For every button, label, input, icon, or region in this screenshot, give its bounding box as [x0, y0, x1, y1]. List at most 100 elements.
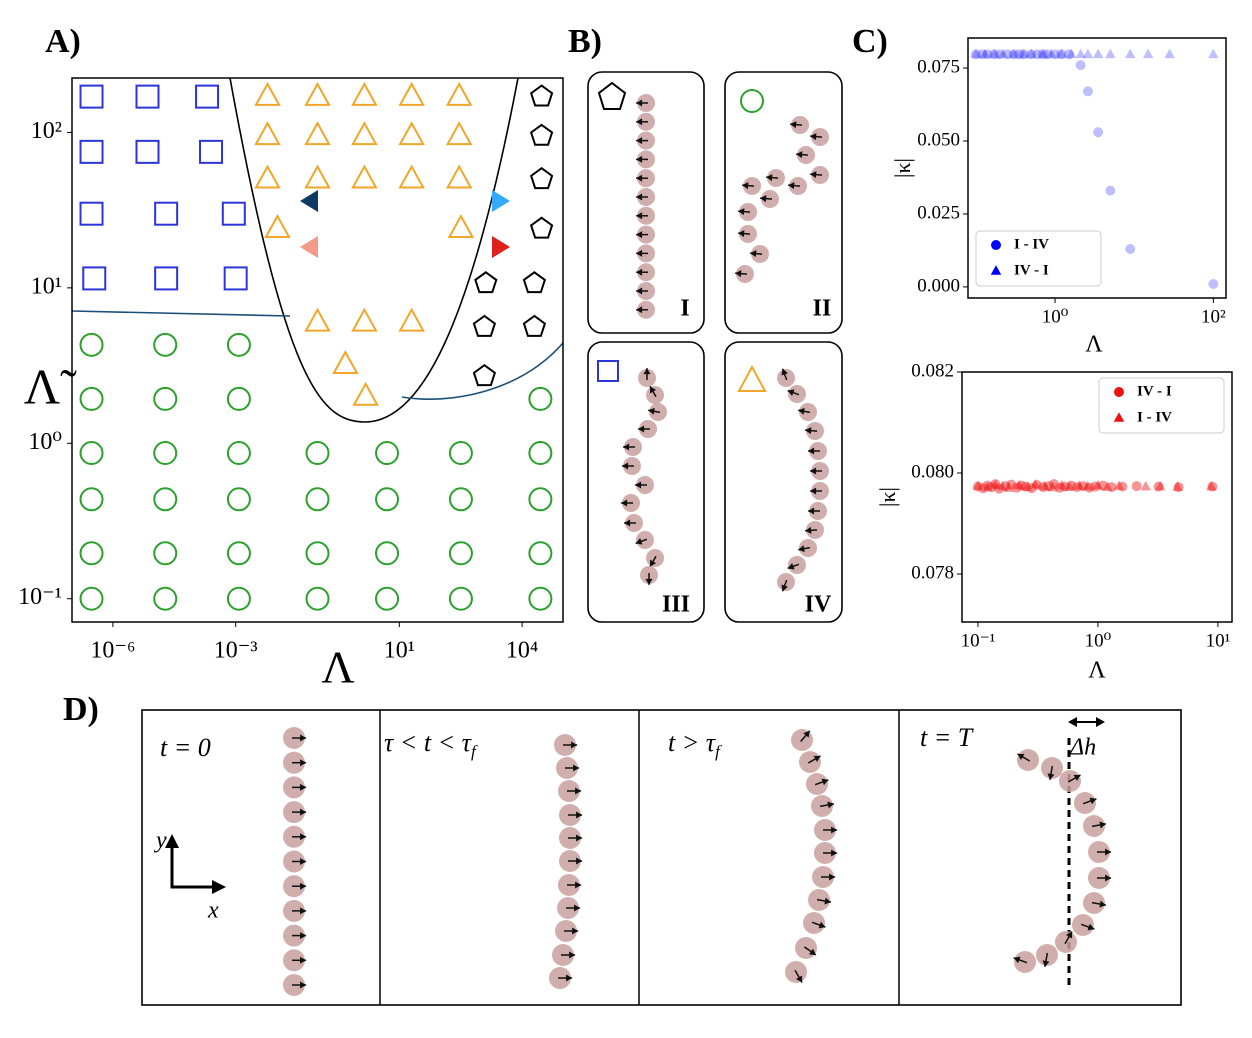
director-head	[623, 443, 630, 451]
point	[1018, 48, 1029, 59]
point	[1039, 480, 1050, 491]
point	[474, 271, 498, 294]
director-head	[808, 948, 816, 955]
panel-label: A)	[45, 23, 81, 60]
point	[1025, 48, 1037, 59]
point	[254, 81, 281, 106]
point	[448, 441, 473, 466]
director-head	[1105, 848, 1112, 856]
point	[153, 332, 178, 357]
point	[447, 214, 475, 239]
legend-box	[975, 230, 1102, 287]
point	[1154, 480, 1166, 491]
point	[1020, 481, 1031, 492]
point	[1075, 48, 1086, 59]
point	[1208, 278, 1219, 289]
director-head	[635, 538, 643, 545]
director-head	[781, 584, 788, 592]
x-tick-label: 10¹	[1206, 630, 1231, 651]
point	[1092, 48, 1104, 59]
y-tick-label: 10⁰	[28, 429, 62, 455]
point	[304, 81, 331, 106]
point	[1072, 482, 1083, 493]
director-head	[766, 174, 773, 182]
director-head	[810, 133, 817, 141]
director-head	[821, 778, 829, 786]
point	[445, 121, 473, 146]
point	[1142, 48, 1154, 59]
point	[1037, 49, 1048, 60]
point	[375, 541, 400, 566]
point	[1082, 48, 1094, 59]
point	[1106, 482, 1117, 493]
y-tick-label: 0.082	[911, 360, 954, 381]
director-head	[576, 811, 583, 819]
point	[1075, 60, 1086, 71]
point	[82, 266, 107, 291]
director-head	[566, 974, 573, 982]
point	[1207, 481, 1218, 492]
frame-text: t > τ	[668, 728, 717, 757]
plot-frame	[967, 37, 1227, 299]
director-head	[810, 467, 817, 475]
point	[332, 350, 359, 375]
x-tick-label: 10²	[1201, 306, 1226, 327]
point	[375, 441, 400, 466]
director-head	[574, 904, 581, 912]
x-axis-label: Λ	[1085, 332, 1103, 358]
point	[398, 81, 425, 106]
point	[304, 307, 331, 332]
director-head	[788, 182, 795, 190]
frame-label: t > τf	[668, 728, 722, 761]
point	[1038, 482, 1049, 493]
point	[1084, 482, 1095, 493]
frame-label: τ < t < τf	[384, 728, 478, 761]
point	[1124, 48, 1136, 59]
phase-boundary	[71, 310, 291, 317]
point	[154, 266, 179, 291]
point	[1097, 480, 1108, 491]
axes-indicator	[165, 834, 226, 894]
point	[1032, 49, 1043, 60]
point	[989, 49, 1000, 60]
director-head	[636, 99, 643, 107]
delta-label: Δh	[1069, 735, 1096, 761]
point	[1066, 480, 1077, 491]
director-head	[300, 932, 307, 940]
delta-arrow	[1068, 717, 1105, 727]
point	[1064, 49, 1075, 60]
director-head	[645, 578, 653, 585]
director-head	[622, 462, 629, 470]
x-tick-label: 10⁻⁶	[90, 638, 135, 664]
point	[472, 363, 497, 387]
point	[1002, 49, 1013, 60]
point	[448, 487, 473, 512]
point	[153, 541, 178, 566]
point	[1043, 481, 1054, 492]
point	[1131, 481, 1142, 492]
panel-label: C)	[852, 23, 888, 60]
point	[970, 48, 982, 59]
director-head	[638, 425, 645, 433]
box-label: II	[813, 296, 832, 322]
box-label: IV	[805, 592, 832, 618]
point	[970, 49, 981, 60]
point	[398, 164, 425, 189]
director-head	[803, 730, 810, 738]
point	[1208, 48, 1219, 59]
frame-text: τ < t < τ	[384, 728, 473, 757]
director-head	[781, 368, 788, 376]
point	[226, 386, 251, 411]
point	[304, 121, 331, 146]
point	[79, 139, 104, 164]
director-head	[636, 249, 643, 257]
x-tick-label: 10⁴	[506, 638, 538, 664]
legend-box	[1098, 377, 1225, 434]
point	[1026, 483, 1037, 494]
point	[1022, 481, 1034, 491]
point	[522, 271, 547, 294]
point	[1105, 48, 1116, 59]
frame-label: t = 0	[160, 733, 211, 762]
director-head	[636, 193, 643, 201]
director-head	[571, 741, 578, 749]
